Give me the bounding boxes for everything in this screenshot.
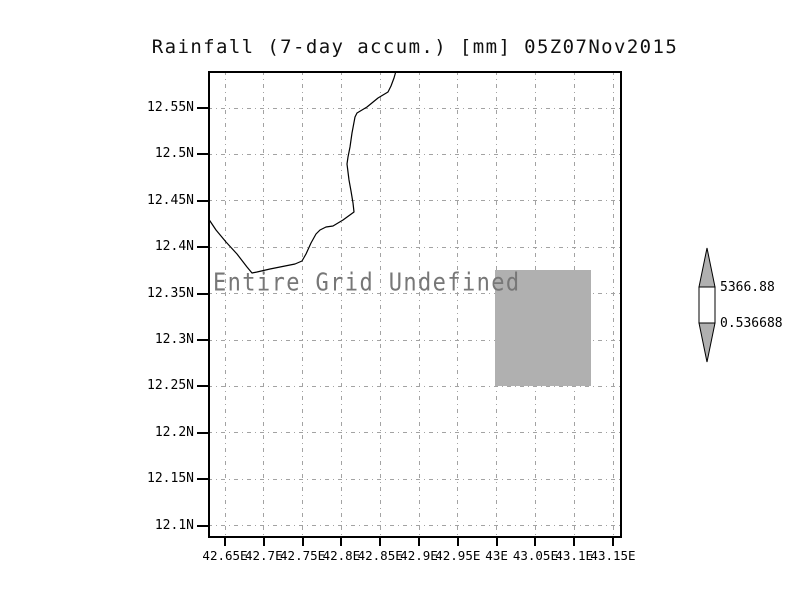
- vertical-gridline: [263, 71, 265, 538]
- x-tick-mark: [495, 538, 498, 546]
- y-tick-label: 12.3N: [154, 332, 194, 347]
- x-tick-mark: [224, 538, 226, 546]
- y-tick-mark: [197, 524, 208, 527]
- map-plot-area: Entire Grid Undefined: [208, 71, 622, 538]
- horizontal-gridline: [208, 107, 622, 109]
- undefined-data-region: [495, 270, 591, 386]
- vertical-gridline: [418, 71, 420, 538]
- colorbar-lower-arrow-icon: [698, 322, 716, 363]
- horizontal-gridline: [208, 293, 622, 295]
- horizontal-gridline: [208, 478, 622, 480]
- y-tick-mark: [197, 339, 208, 341]
- y-tick-label: 12.4N: [154, 239, 194, 255]
- x-tick-label: 42.9E: [400, 548, 438, 563]
- x-tick-label: 42.8E: [322, 548, 361, 563]
- colorbar-body: [698, 286, 716, 324]
- colorbar-max-label: 5366.88: [720, 280, 775, 295]
- x-tick-label: 42.85E: [357, 548, 403, 563]
- x-tick-label: 42.7E: [244, 548, 283, 563]
- y-tick-label: 12.45N: [147, 192, 194, 208]
- x-tick-label: 43.15E: [590, 548, 636, 563]
- horizontal-gridline: [208, 525, 622, 527]
- x-tick-mark: [418, 538, 420, 546]
- x-tick-mark: [262, 538, 265, 546]
- y-tick-label: 12.15N: [147, 471, 194, 487]
- x-tick-mark: [456, 538, 459, 546]
- y-tick-mark: [197, 292, 208, 295]
- vertical-gridline: [457, 71, 459, 538]
- x-tick-mark: [340, 538, 343, 546]
- vertical-gridline: [224, 71, 226, 538]
- x-tick-label: 42.75E: [280, 548, 326, 563]
- undefined-annotation: Entire Grid Undefined: [213, 269, 521, 297]
- x-tick-label: 43.05E: [512, 548, 558, 563]
- x-tick-mark: [301, 538, 304, 546]
- vertical-gridline: [379, 71, 381, 538]
- y-tick-mark: [197, 153, 208, 156]
- x-tick-mark: [612, 538, 614, 546]
- horizontal-gridline: [208, 200, 622, 202]
- x-tick-mark: [534, 538, 537, 546]
- horizontal-gridline: [208, 153, 622, 155]
- y-tick-mark: [197, 199, 208, 202]
- y-tick-mark: [197, 385, 208, 388]
- horizontal-gridline: [208, 385, 622, 387]
- y-tick-label: 12.5N: [154, 146, 194, 162]
- y-tick-label: 12.55N: [147, 100, 194, 115]
- y-tick-label: 12.1N: [154, 517, 194, 533]
- colorbar-min-label: 0.536688: [720, 316, 783, 331]
- x-tick-mark: [573, 538, 576, 546]
- colorbar-upper-arrow-icon: [698, 247, 716, 288]
- horizontal-gridline: [208, 432, 622, 434]
- x-tick-mark: [379, 538, 382, 546]
- y-tick-mark: [197, 431, 208, 434]
- y-tick-mark: [197, 478, 208, 481]
- y-tick-mark: [197, 107, 208, 109]
- vertical-gridline: [340, 71, 342, 538]
- chart-title: Rainfall (7-day accum.) [mm] 05Z07Nov201…: [151, 36, 679, 58]
- vertical-gridline: [612, 71, 614, 538]
- x-tick-label: 43.1E: [555, 548, 594, 563]
- x-tick-label: 42.65E: [202, 548, 248, 563]
- horizontal-gridline: [208, 339, 622, 341]
- vertical-gridline: [302, 71, 304, 538]
- y-tick-label: 12.35N: [147, 285, 194, 301]
- x-tick-label: 42.95E: [435, 548, 481, 563]
- x-tick-label: 43E: [485, 548, 508, 563]
- colorbar: [698, 247, 716, 363]
- horizontal-gridline: [208, 246, 622, 248]
- y-tick-label: 12.2N: [154, 424, 194, 440]
- y-tick-label: 12.25N: [147, 378, 194, 394]
- y-tick-mark: [197, 246, 208, 249]
